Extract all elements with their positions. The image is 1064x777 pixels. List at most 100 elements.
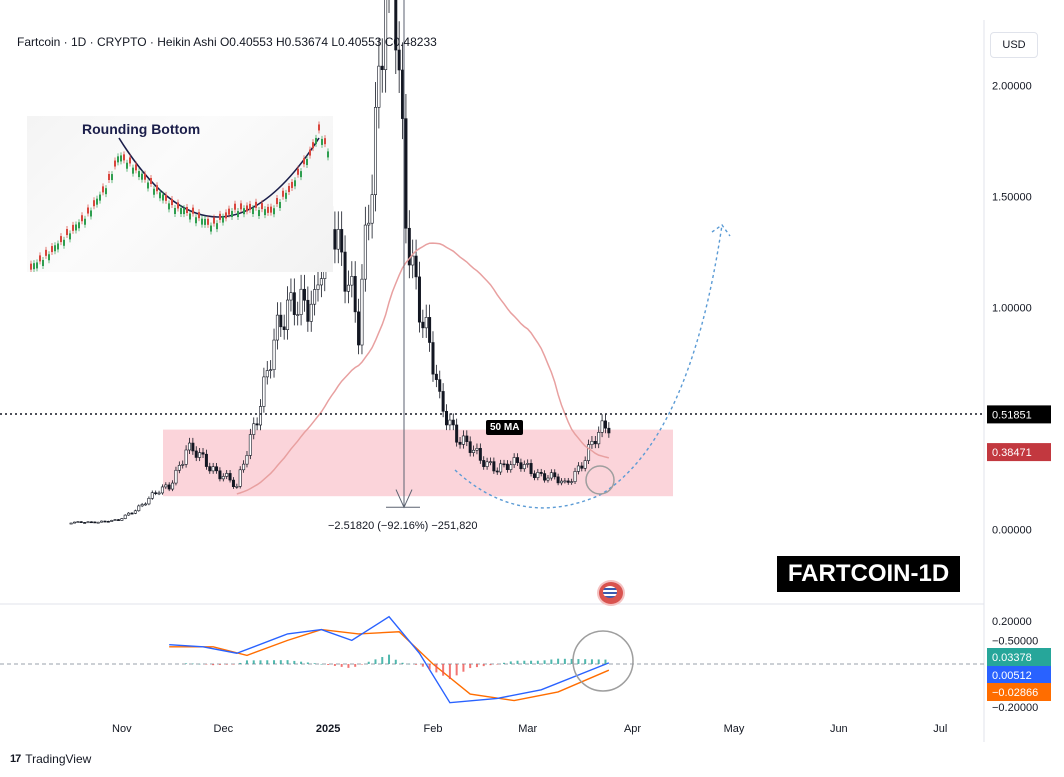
x-tick-label: May: [724, 723, 745, 735]
inset-candle: [81, 215, 83, 222]
macd-histogram-bar: [415, 664, 418, 665]
macd-histogram-bar: [408, 663, 411, 665]
macd-histogram-bar: [475, 664, 478, 668]
inset-candle: [39, 255, 41, 262]
candle: [556, 476, 560, 484]
candle: [583, 460, 587, 469]
candle: [495, 470, 499, 473]
macd-histogram-bar: [212, 664, 215, 666]
candle: [458, 441, 462, 445]
candle: [286, 299, 290, 330]
inset-candle: [234, 203, 236, 210]
macd-histogram-bar: [557, 658, 560, 664]
candle: [201, 452, 205, 455]
candle: [414, 255, 418, 278]
candle: [370, 194, 374, 224]
inset-candle: [240, 203, 242, 210]
ma-label: 50 MA: [486, 420, 524, 435]
inset-candle: [243, 208, 245, 215]
candle: [144, 503, 148, 506]
macd-histogram-bar: [509, 661, 512, 664]
inset-candle: [117, 156, 119, 163]
macd-histogram-bar: [185, 663, 188, 664]
candle: [526, 463, 530, 465]
candle: [350, 276, 354, 286]
candle: [100, 520, 104, 523]
tradingview-brand[interactable]: 17 TradingView: [10, 752, 91, 766]
candle: [89, 521, 93, 524]
inset-candle: [33, 263, 35, 270]
macd-histogram-bar: [313, 663, 316, 664]
inset-candle: [174, 207, 176, 214]
inset-candle: [318, 124, 320, 131]
inset-candle: [207, 218, 209, 225]
candle: [580, 465, 584, 469]
x-tick-label: 2025: [316, 723, 340, 735]
candle: [434, 373, 438, 380]
x-tick-label: Apr: [624, 723, 641, 735]
candle: [76, 521, 80, 523]
inset-candle: [36, 262, 38, 269]
us-flag-icon[interactable]: [597, 580, 625, 606]
macd-histogram-bar: [205, 664, 208, 665]
macd-histogram-bar: [577, 659, 580, 664]
candle: [421, 321, 425, 329]
candle: [313, 289, 317, 305]
macd-histogram-bar: [570, 658, 573, 664]
candle: [171, 482, 175, 490]
candle: [407, 227, 411, 266]
inset-candle: [30, 263, 32, 270]
last-price-tag: [987, 405, 1051, 424]
inset-candle: [57, 243, 59, 250]
inset-candle: [288, 186, 290, 193]
inset-candle: [96, 198, 98, 205]
candle: [215, 466, 219, 472]
candle: [384, 0, 388, 70]
candle: [302, 288, 306, 301]
candle: [461, 435, 465, 445]
inset-candle: [165, 194, 167, 201]
candle: [130, 512, 134, 515]
candle: [549, 472, 553, 479]
candle: [468, 441, 472, 453]
inset-title: Rounding Bottom: [82, 121, 201, 137]
candle: [394, 0, 398, 51]
candle: [587, 444, 591, 461]
inset-candle: [60, 236, 62, 243]
candle: [367, 222, 371, 226]
inset-candle: [291, 181, 293, 188]
candle: [455, 424, 459, 443]
macd-histogram-bar: [367, 661, 370, 664]
inset-candle: [99, 194, 101, 201]
inset-candle: [249, 203, 251, 210]
inset-candle: [153, 188, 155, 195]
inset-candle: [300, 171, 302, 178]
macd-value-label: 0.00512: [992, 670, 1032, 682]
macd-histogram-bar: [401, 662, 404, 664]
candle: [245, 455, 249, 465]
candle: [231, 479, 235, 487]
candle: [553, 472, 557, 478]
projection-curve: [454, 224, 723, 509]
candle: [174, 469, 178, 484]
inset-candle: [54, 245, 56, 252]
inset-candle: [135, 164, 137, 171]
candle: [265, 370, 269, 378]
inset-candle: [261, 203, 263, 210]
macd-histogram-bar: [584, 659, 587, 664]
inset-candle: [159, 192, 161, 199]
macd-histogram-bar: [273, 660, 276, 664]
candle: [316, 284, 320, 290]
candle: [505, 463, 509, 470]
candle: [340, 229, 344, 253]
candle: [363, 224, 367, 280]
macd-histogram-bar: [245, 660, 248, 664]
currency-button[interactable]: USD: [990, 32, 1038, 58]
inset-candle: [66, 229, 68, 236]
inset-candle: [273, 208, 275, 215]
macd-histogram-bar: [239, 662, 242, 664]
inset-candle: [312, 142, 314, 149]
macd-histogram-bar: [218, 664, 221, 665]
x-tick-label: Jul: [933, 723, 947, 735]
macd-histogram-bar: [333, 664, 336, 666]
